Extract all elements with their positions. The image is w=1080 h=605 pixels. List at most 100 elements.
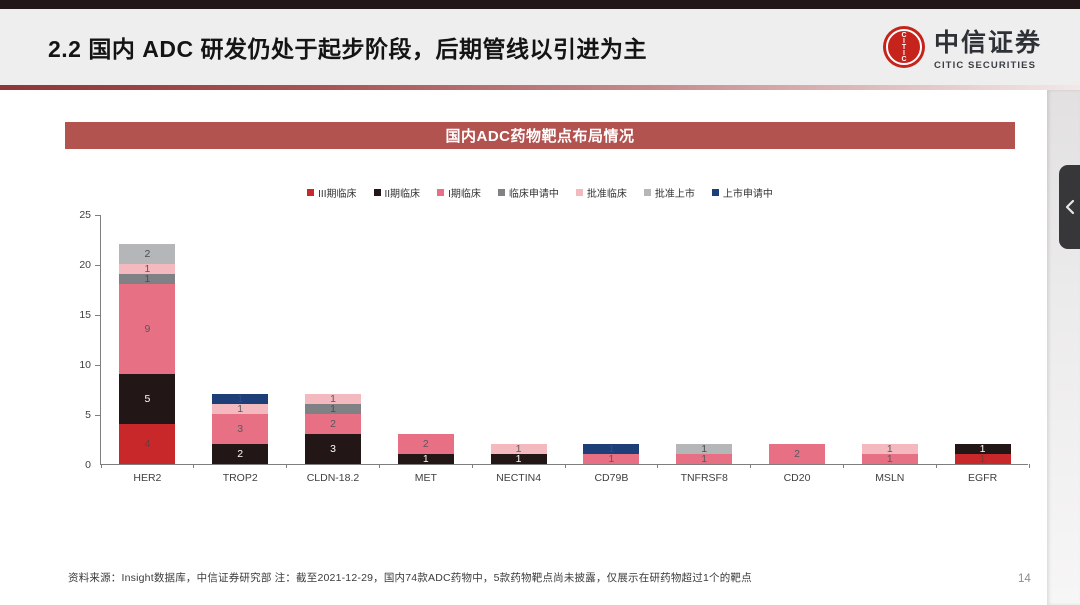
legend-label: III期临床 <box>318 188 357 200</box>
legend-label: 批准上市 <box>654 188 695 200</box>
bar-segment: 1 <box>583 444 640 454</box>
legend-item: 批准临床 <box>575 185 627 200</box>
bar-segment: 1 <box>490 443 547 455</box>
y-axis-label: 0 <box>85 459 91 471</box>
bar-value-label: 2 <box>237 448 244 460</box>
category-label: HER2 <box>133 472 162 484</box>
bar-segment: 1 <box>119 263 176 275</box>
x-axis-tick <box>842 464 844 468</box>
bar-segment: 2 <box>119 244 176 264</box>
citic-logo-emblem-icon: CITIC <box>882 26 925 68</box>
bar-value-label: 1 <box>237 403 244 415</box>
bar-segment: 1 <box>119 273 176 285</box>
bar-value-label: 1 <box>886 453 893 465</box>
chevron-left-icon <box>1065 199 1074 215</box>
legend-item: II期临床 <box>373 185 420 200</box>
legend-item: 临床申请中 <box>497 185 559 200</box>
slide-header: 2.2 国内 ADC 研发仍处于起步阶段，后期管线以引进为主 CITIC 中信证… <box>0 9 1080 85</box>
bar-segment: 5 <box>119 374 176 424</box>
chart-title: 国内ADC药物靶点布局情况 <box>445 128 635 145</box>
y-axis-tick <box>95 264 101 266</box>
page-number: 14 <box>1018 573 1031 585</box>
category-label: MSLN <box>875 472 905 484</box>
bar-value-label: 1 <box>515 443 522 455</box>
y-axis-label: 20 <box>79 259 91 271</box>
bar-segment: 1 <box>397 454 454 464</box>
y-axis-tick <box>95 314 101 316</box>
legend-swatch-icon <box>643 188 651 196</box>
bar-segment: 4 <box>119 424 176 464</box>
logo-en-name: CITIC SECURITIES <box>933 60 1037 71</box>
y-axis-label: 5 <box>85 409 91 421</box>
bar-value-label: 2 <box>422 438 429 450</box>
y-axis-label: 15 <box>79 309 91 321</box>
citic-logo-text: 中信证券 CITIC SECURITIES <box>934 23 1042 71</box>
bar-value-label: 1 <box>144 263 151 275</box>
legend-label: 批准临床 <box>586 188 627 200</box>
bar-segment: 1 <box>212 393 269 405</box>
bar-segment: 1 <box>861 443 918 455</box>
bar-segment: 2 <box>397 434 454 454</box>
bar-segment: 2 <box>769 444 825 464</box>
bar-segment: 1 <box>305 404 361 414</box>
bar-value-label: 1 <box>330 403 336 415</box>
bar-value-label: 9 <box>144 323 151 335</box>
bar-segment: 1 <box>212 403 269 415</box>
logo-cn-name: 中信证券 <box>933 30 1042 57</box>
bar-value-label: 5 <box>144 393 151 405</box>
bar-value-label: 1 <box>886 443 893 455</box>
bar-segment: 1 <box>954 444 1011 454</box>
collapse-handle-button[interactable] <box>1059 165 1080 249</box>
legend-swatch-icon <box>307 188 315 196</box>
bar-value-label: 1 <box>330 393 336 405</box>
y-axis-label: 10 <box>79 359 91 371</box>
x-axis-tick <box>286 464 288 468</box>
category-label: EGFR <box>968 472 998 484</box>
legend-item: I期临床 <box>437 185 481 200</box>
bar-value-label: 1 <box>144 273 151 285</box>
x-axis-tick <box>100 464 102 468</box>
bar-segment: 1 <box>861 453 918 465</box>
bar-value-label: 1 <box>701 443 708 455</box>
bar-segment: 9 <box>119 284 176 374</box>
x-axis-tick <box>564 464 566 468</box>
bar-value-label: 1 <box>237 393 244 405</box>
bar-value-label: 3 <box>330 443 336 455</box>
y-axis-label: 25 <box>79 209 91 221</box>
legend-swatch-icon <box>437 188 445 196</box>
x-axis-tick <box>935 464 937 468</box>
header-divider-line <box>0 85 1080 90</box>
legend-label: 上市申请中 <box>722 188 773 200</box>
legend-label: I期临床 <box>448 188 481 200</box>
citic-logo: CITIC 中信证券 CITIC SECURITIES <box>882 23 1042 71</box>
category-label: TROP2 <box>222 472 258 484</box>
bar-value-label: 2 <box>144 248 151 260</box>
category-label: MET <box>414 472 437 484</box>
y-axis-tick <box>95 364 101 366</box>
category-label: CD20 <box>783 472 811 484</box>
bar-segment: 3 <box>212 414 269 444</box>
bar-segment: 2 <box>305 414 361 434</box>
bar-segment: 1 <box>490 453 547 465</box>
bar-segment: 1 <box>676 454 733 464</box>
x-axis-tick <box>750 464 752 468</box>
chart-legend: III期临床 II期临床 I期临床 临床申请中 批准临床 批准上市 上市申请中 <box>65 185 1015 200</box>
x-axis-tick <box>378 464 380 468</box>
top-border-bar <box>0 0 1080 9</box>
bar-segment: 1 <box>954 454 1011 464</box>
bar-segment: 2 <box>212 444 269 464</box>
legend-label: 临床申请中 <box>508 188 559 200</box>
x-axis-tick <box>657 464 659 468</box>
page-title: 2.2 国内 ADC 研发仍处于起步阶段，后期管线以引进为主 <box>48 36 647 62</box>
bar-segment: 3 <box>305 434 361 464</box>
bar-value-label: 1 <box>515 453 522 465</box>
legend-swatch-icon <box>373 188 381 196</box>
source-note: 资料来源：Insight数据库，中信证券研究部 注：截至2021-12-29，国… <box>68 572 752 584</box>
emblem-text: CITIC <box>900 32 908 62</box>
legend-item: III期临床 <box>307 185 357 200</box>
legend-item: 上市申请中 <box>711 185 773 200</box>
bar-value-label: 2 <box>794 448 800 460</box>
legend-swatch-icon <box>575 188 583 196</box>
category-label: NECTIN4 <box>496 472 542 484</box>
